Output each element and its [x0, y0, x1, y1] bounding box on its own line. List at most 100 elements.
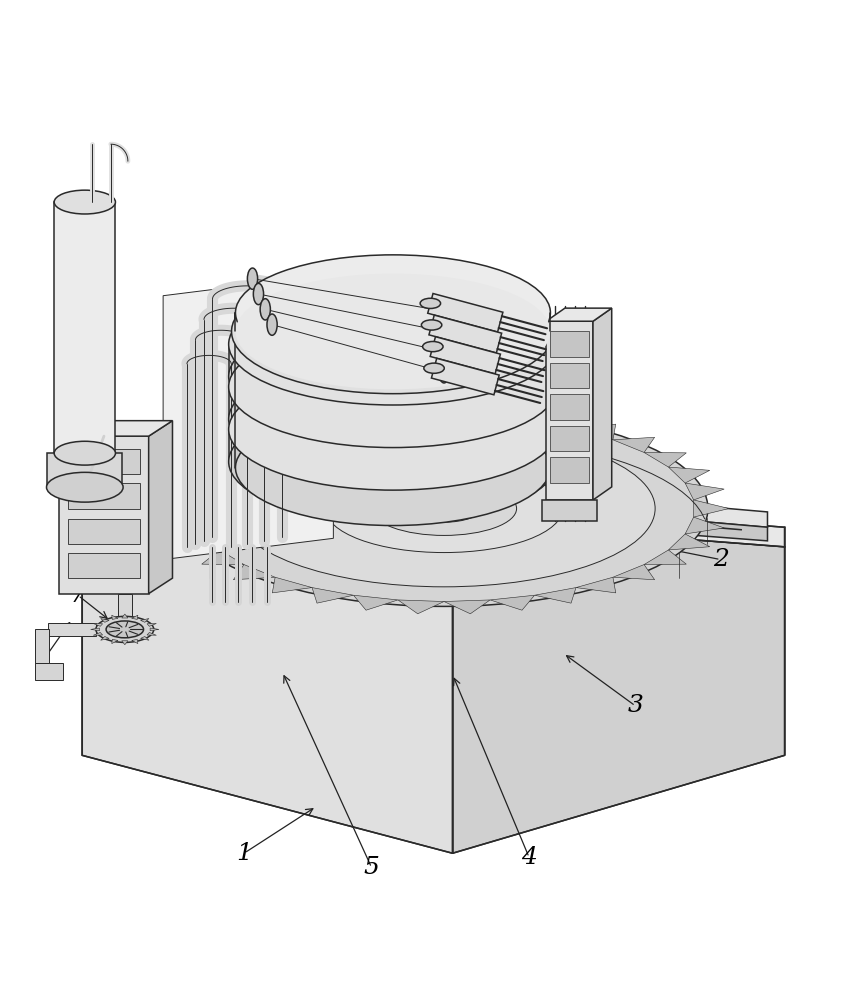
Polygon shape: [201, 452, 244, 467]
Polygon shape: [311, 588, 353, 603]
Ellipse shape: [233, 430, 654, 587]
Polygon shape: [430, 337, 500, 374]
Polygon shape: [120, 485, 767, 527]
Ellipse shape: [54, 441, 115, 465]
Polygon shape: [397, 600, 444, 614]
Polygon shape: [147, 624, 156, 626]
Ellipse shape: [180, 411, 707, 606]
Polygon shape: [473, 446, 499, 506]
Polygon shape: [159, 500, 194, 517]
Ellipse shape: [422, 341, 443, 352]
Polygon shape: [550, 394, 588, 420]
Ellipse shape: [438, 321, 449, 342]
Polygon shape: [112, 615, 118, 619]
Polygon shape: [164, 483, 203, 500]
Polygon shape: [67, 519, 140, 544]
Polygon shape: [122, 614, 128, 618]
Polygon shape: [229, 387, 557, 419]
Polygon shape: [131, 639, 137, 644]
Polygon shape: [550, 363, 588, 388]
Polygon shape: [550, 331, 588, 357]
Ellipse shape: [267, 314, 277, 335]
Ellipse shape: [229, 401, 557, 522]
Polygon shape: [444, 600, 490, 614]
Polygon shape: [67, 483, 140, 509]
Ellipse shape: [420, 298, 440, 308]
Ellipse shape: [54, 190, 115, 214]
Polygon shape: [82, 521, 452, 853]
Polygon shape: [272, 424, 311, 440]
Polygon shape: [328, 468, 473, 506]
Ellipse shape: [235, 410, 550, 526]
Polygon shape: [82, 502, 784, 547]
Polygon shape: [150, 628, 159, 631]
Ellipse shape: [235, 274, 550, 389]
Polygon shape: [163, 274, 333, 560]
Ellipse shape: [229, 283, 557, 405]
Polygon shape: [229, 429, 557, 462]
Ellipse shape: [423, 363, 444, 373]
Polygon shape: [67, 553, 140, 578]
Polygon shape: [668, 467, 709, 483]
Polygon shape: [164, 517, 203, 534]
Polygon shape: [137, 504, 741, 530]
Ellipse shape: [229, 326, 557, 448]
Polygon shape: [35, 629, 49, 663]
Polygon shape: [233, 565, 275, 580]
Polygon shape: [328, 446, 499, 468]
Ellipse shape: [253, 283, 264, 305]
Text: 1: 1: [235, 842, 252, 865]
Ellipse shape: [247, 268, 258, 289]
Polygon shape: [452, 500, 767, 541]
Polygon shape: [612, 437, 654, 452]
Polygon shape: [101, 636, 109, 640]
Polygon shape: [684, 483, 723, 500]
Polygon shape: [352, 500, 364, 506]
Polygon shape: [272, 577, 311, 593]
Polygon shape: [546, 321, 592, 500]
Polygon shape: [93, 632, 102, 635]
Polygon shape: [59, 436, 148, 594]
Polygon shape: [378, 500, 390, 506]
Polygon shape: [47, 453, 122, 487]
Ellipse shape: [371, 482, 516, 535]
Polygon shape: [428, 315, 501, 353]
Ellipse shape: [231, 269, 554, 394]
Ellipse shape: [96, 616, 154, 642]
Polygon shape: [353, 407, 397, 422]
Polygon shape: [201, 550, 244, 565]
Polygon shape: [429, 500, 441, 506]
Ellipse shape: [325, 464, 562, 553]
Polygon shape: [643, 550, 686, 565]
Polygon shape: [534, 414, 575, 429]
Polygon shape: [427, 294, 502, 332]
Polygon shape: [575, 577, 615, 593]
Polygon shape: [120, 500, 452, 526]
Ellipse shape: [438, 300, 449, 322]
Polygon shape: [35, 663, 62, 680]
Polygon shape: [444, 403, 490, 417]
Polygon shape: [178, 534, 219, 550]
Polygon shape: [643, 452, 686, 467]
Polygon shape: [90, 628, 100, 631]
Polygon shape: [693, 500, 728, 517]
Polygon shape: [112, 639, 118, 644]
Polygon shape: [452, 521, 784, 853]
Polygon shape: [612, 565, 654, 580]
Polygon shape: [148, 421, 172, 594]
Polygon shape: [131, 615, 137, 619]
Text: 4: 4: [520, 846, 537, 869]
Ellipse shape: [260, 299, 270, 320]
Polygon shape: [397, 403, 444, 417]
Polygon shape: [534, 588, 575, 603]
Polygon shape: [101, 619, 109, 622]
Text: 3: 3: [627, 694, 642, 717]
Polygon shape: [59, 421, 172, 436]
Polygon shape: [118, 594, 131, 616]
Polygon shape: [327, 500, 339, 506]
Polygon shape: [546, 308, 611, 321]
Polygon shape: [684, 517, 723, 534]
Ellipse shape: [46, 472, 123, 502]
Polygon shape: [490, 407, 534, 422]
Ellipse shape: [229, 316, 557, 437]
